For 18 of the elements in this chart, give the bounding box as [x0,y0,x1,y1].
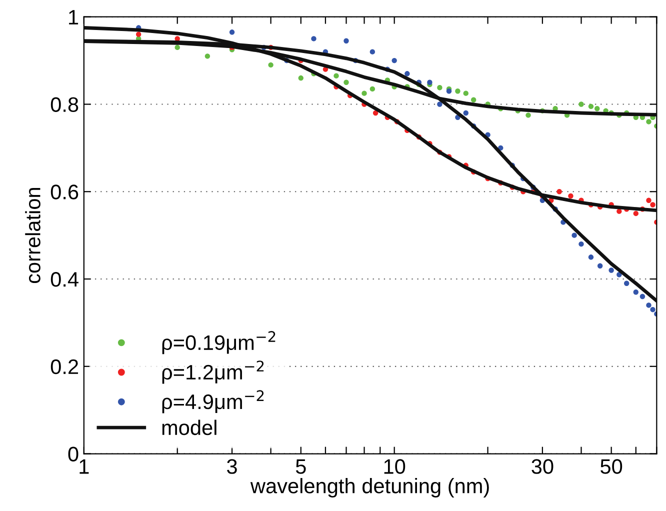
y-tick-label: 1 [69,10,78,24]
legend-label: model [162,420,216,436]
y-axis-title: correlation [25,188,40,284]
x-tick-label: 50 [600,459,622,474]
y-tick-label: 0 [68,446,78,462]
x-tick-label: 5 [296,459,306,474]
legend-label: ρ=1.2μm$^{−2}$ [162,360,264,384]
x-tick-label: 10 [384,459,406,474]
x-tick-label: 1 [80,459,89,474]
x-axis-title: wavelength detuning (nm) [250,478,489,498]
y-tick-label: 0.4 [50,272,78,287]
y-tick-label: 0.8 [50,97,78,112]
x-tick-label: 3 [227,459,237,474]
legend-label: ρ=4.9μm$^{−2}$ [162,390,264,414]
x-tick-label: 30 [532,459,554,474]
legend-label: ρ=0.19μm$^{−2}$ [162,331,276,354]
y-tick-label: 0.2 [50,359,78,374]
y-tick-label: 0.6 [50,184,78,200]
